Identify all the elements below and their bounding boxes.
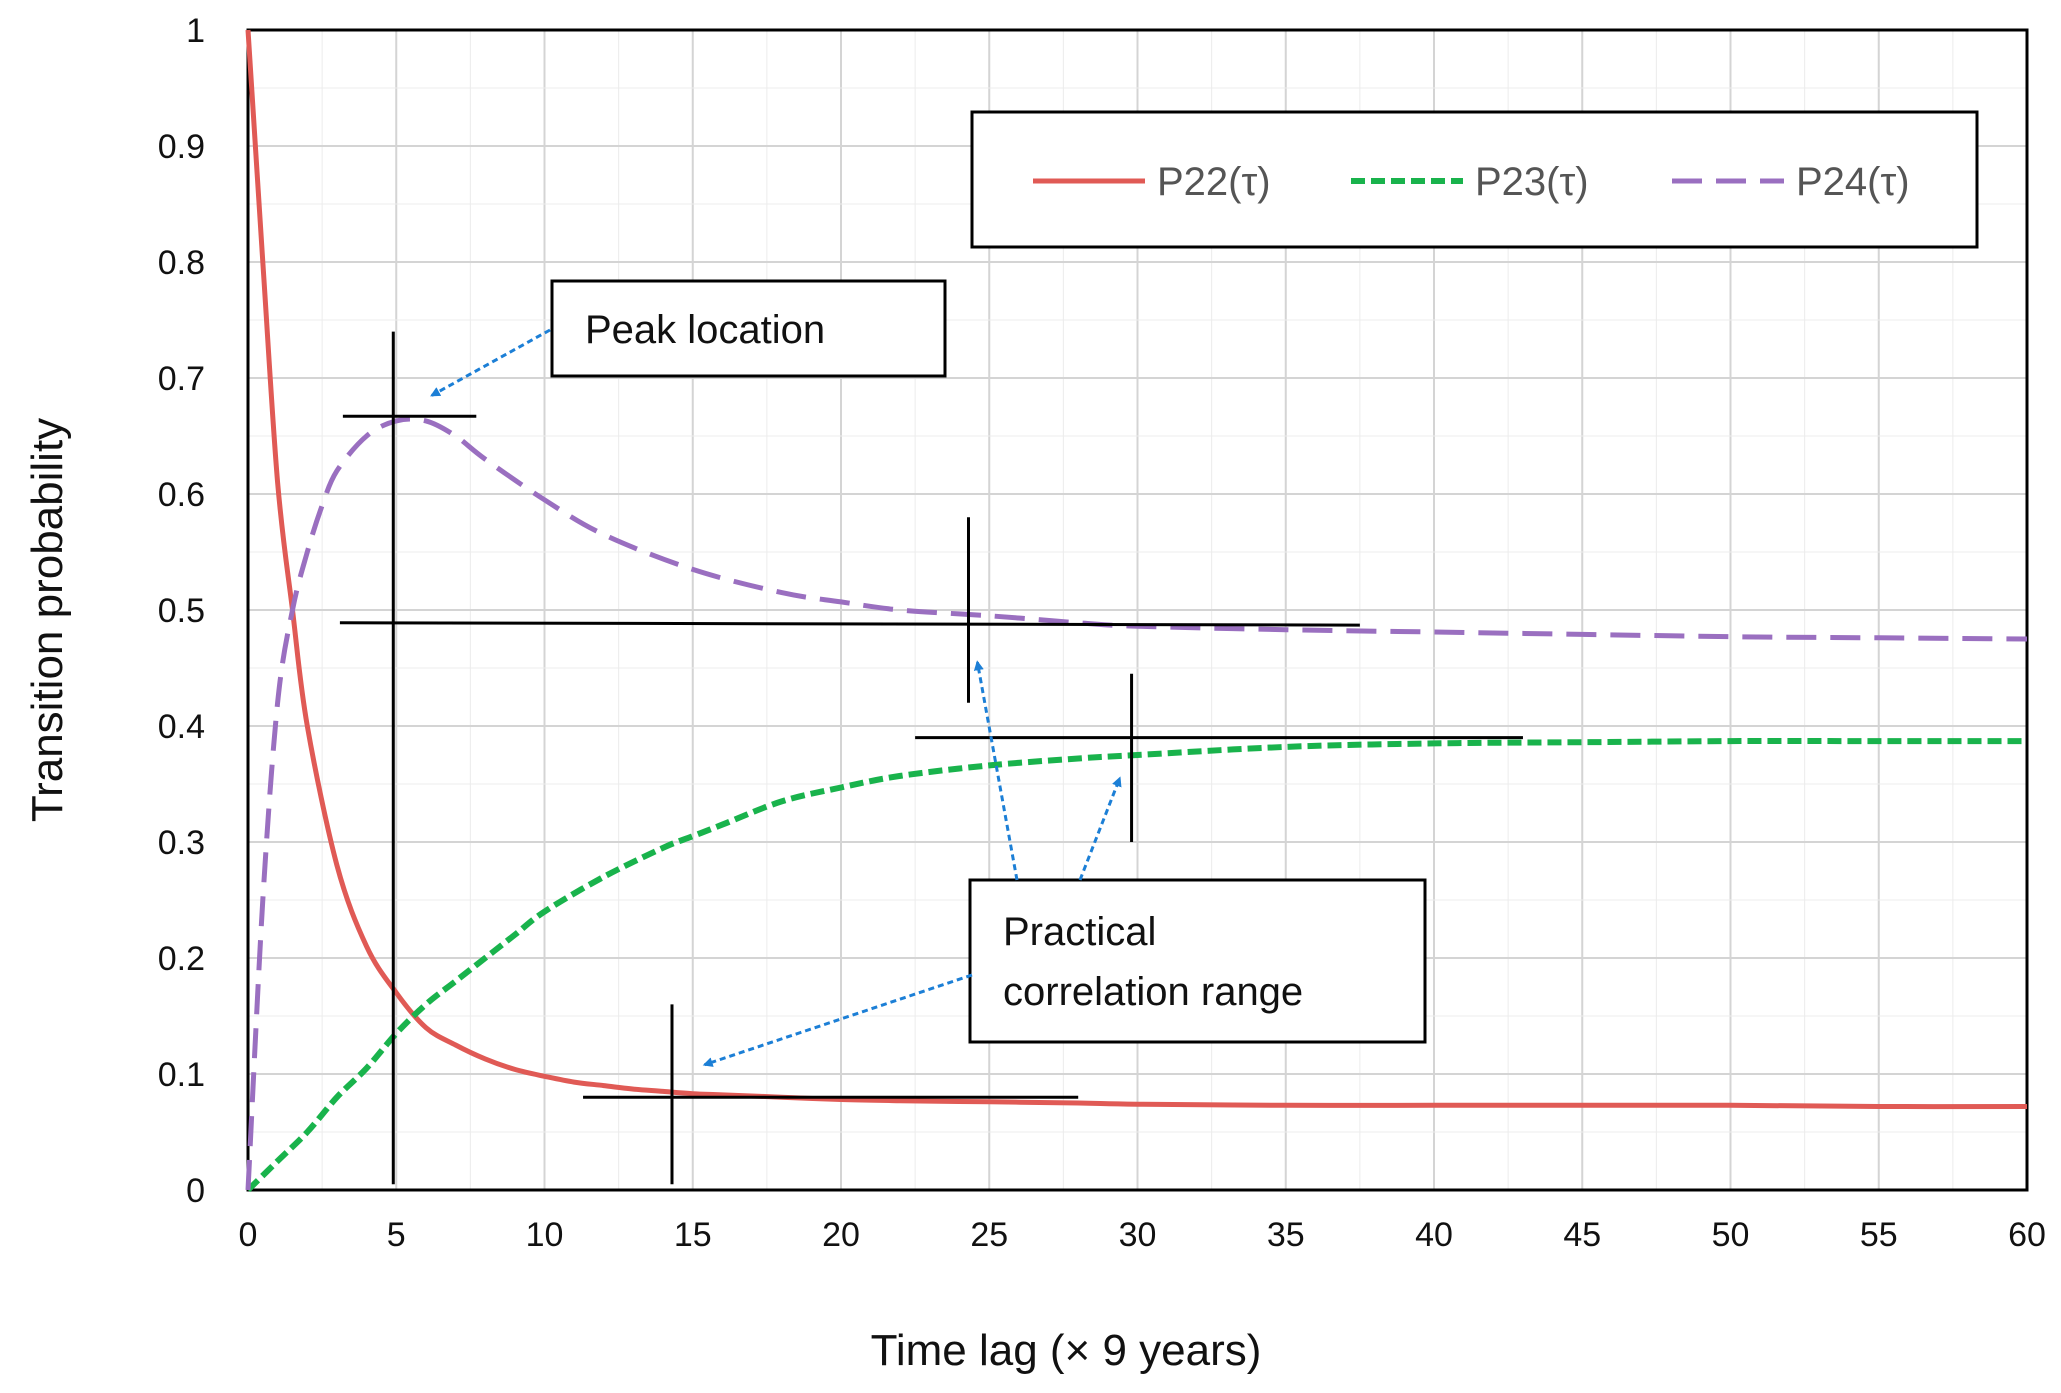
y-tick-label: 0.6 [158,476,205,514]
y-tick-label: 0 [186,1172,205,1210]
series-layer [245,29,2028,1193]
range-markers [339,331,1523,1185]
annotation-range-box [968,878,1427,1044]
x-tick-label: 5 [387,1216,406,1254]
arrow-to-p22-range [702,973,973,1067]
y-tick-label: 0.4 [158,708,205,746]
annotation-arrows [430,328,1122,1067]
x-tick-label: 20 [822,1216,860,1254]
legend-label-p23: P23(τ) [1475,160,1589,204]
x-tick-label: 35 [1267,1216,1305,1254]
y-tick-label: 1 [186,12,205,50]
annotation-peak-location: Peak location [550,279,947,378]
y-axis-title: Transition probability [23,418,72,822]
x-axis-ticks: 0 5 10 15 20 25 30 35 40 45 50 55 60 [239,1216,2046,1254]
annotation-peak-text: Peak location [585,308,825,352]
x-tick-label: 55 [1860,1216,1898,1254]
x-tick-label: 40 [1415,1216,1453,1254]
legend-label-p22: P22(τ) [1157,160,1271,204]
annotation-peak-box [550,279,947,378]
x-tick-label: 30 [1119,1216,1157,1254]
arrow-to-p23-range [1078,776,1122,881]
annotation-range-line-2: correlation range [1003,970,1303,1014]
arrow-to-p24-range [973,660,1019,881]
legend: P22(τ) P23(τ) P24(τ) [970,110,1979,249]
y-tick-label: 0.9 [158,128,205,166]
series-line-p24 [245,416,2028,1191]
x-tick-label: 25 [970,1216,1008,1254]
y-tick-label: 0.7 [158,360,205,398]
y-axis-ticks: 0 0.1 0.2 0.3 0.4 0.5 0.6 0.7 0.8 0.9 1 [158,12,205,1210]
x-tick-label: 10 [526,1216,564,1254]
y-tick-label: 0.5 [158,592,205,630]
x-axis-title: Time lag (× 9 years) [871,1326,1262,1375]
annotation-range-line-1: Practical [1003,910,1156,954]
y-tick-label: 0.8 [158,244,205,282]
plot-area-frame [246,28,2029,1192]
x-tick-label: 15 [674,1216,712,1254]
x-tick-label: 60 [2008,1216,2046,1254]
legend-label-p24: P24(τ) [1796,160,1910,204]
x-tick-label: 50 [1712,1216,1750,1254]
annotation-correlation-range: Practical correlation range [968,878,1427,1044]
p24-sill-marker [339,621,1360,627]
y-tick-label: 0.2 [158,940,205,978]
series-line-p23 [245,738,2027,1193]
y-tick-label: 0.3 [158,824,205,862]
x-tick-label: 0 [239,1216,258,1254]
y-tick-label: 0.1 [158,1056,205,1094]
series-line-p22 [245,29,2028,1110]
x-tick-label: 45 [1563,1216,1601,1254]
arrow-to-peak [430,328,551,397]
